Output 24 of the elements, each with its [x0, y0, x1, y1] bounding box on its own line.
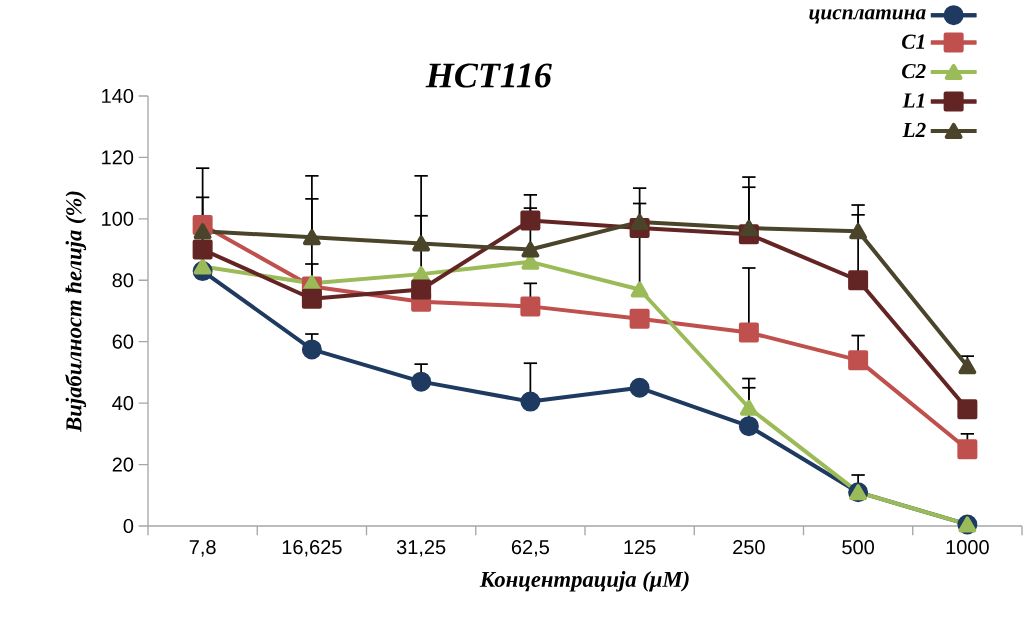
x-tick-label: 500	[842, 540, 874, 555]
x-tick-label: 62,5	[511, 540, 549, 557]
legend-label: C1	[902, 34, 925, 49]
y-tick-label: 140	[102, 88, 134, 104]
y-tick-label: 80	[112, 273, 134, 288]
legend-label: L2	[902, 122, 926, 137]
y-tick-label: 20	[112, 457, 134, 472]
x-tick-label: 31,25	[396, 540, 446, 557]
y-tick-label: 120	[102, 150, 134, 165]
legend-label: L1	[902, 93, 925, 108]
legend-label: C2	[902, 64, 926, 79]
x-axis-title: Концентрација (μM)	[479, 571, 689, 592]
x-tick-label: 16,625	[282, 540, 342, 557]
x-tick-label: 1000	[946, 540, 989, 555]
legend-label: цисплатина	[809, 9, 926, 24]
y-tick-label: 0	[123, 518, 134, 534]
y-axis-title: Вијабилност ћелија (%)	[65, 191, 87, 433]
chart-title: HCT116	[425, 63, 552, 88]
x-tick-label: 250	[733, 540, 765, 555]
y-tick-label: 40	[112, 396, 134, 411]
y-tick-label: 60	[112, 334, 134, 349]
x-tick-label: 7,8	[189, 540, 216, 557]
y-tick-label: 100	[102, 211, 134, 226]
x-tick-label: 125	[624, 540, 656, 555]
